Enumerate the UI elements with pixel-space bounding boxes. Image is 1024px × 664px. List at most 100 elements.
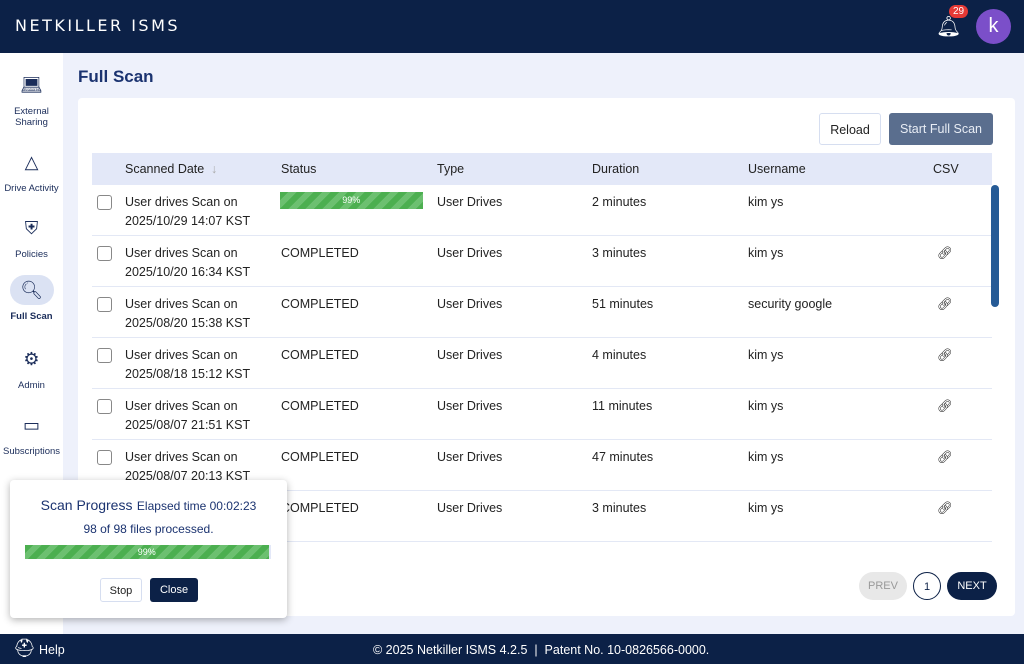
duration: 47 minutes (592, 450, 654, 464)
username: kim ys (748, 501, 784, 515)
progress-fill: 99% (25, 545, 269, 559)
status-text: COMPLETED (281, 399, 359, 413)
sidebar-item-external-sharing[interactable]: 💻︎ External Sharing (0, 70, 63, 128)
popup-title: Scan Progress (40, 497, 133, 513)
type: User Drives (437, 399, 503, 413)
col-scanned-date[interactable]: Scanned Date (125, 162, 205, 176)
status-progress-bar: 99% (280, 192, 423, 209)
help-icon[interactable]: ⛑︎ (13, 638, 36, 658)
username: kim ys (748, 195, 784, 209)
row-checkbox[interactable] (97, 399, 112, 414)
csv-link-icon[interactable]: 🔗︎ (937, 297, 953, 311)
scanned-date: User drives Scan on 2025/08/20 15:38 KST (125, 295, 250, 333)
date-line1: User drives Scan on (125, 297, 238, 311)
scrollbar[interactable] (991, 185, 999, 307)
col-duration: Duration (592, 162, 640, 176)
sort-arrow-icon[interactable]: ↓ (211, 162, 218, 176)
row-checkbox[interactable] (97, 195, 112, 210)
reload-button[interactable]: Reload (819, 113, 881, 145)
type: User Drives (437, 246, 503, 260)
username: kim ys (748, 246, 784, 260)
username: kim ys (748, 399, 784, 413)
duration: 11 minutes (592, 399, 653, 413)
files-processed: 98 of 98 files processed. (83, 522, 214, 536)
sidebar-item-admin[interactable]: ⚙ Admin (0, 344, 63, 391)
scanned-date: User drives Scan on 2025/08/18 15:12 KST (125, 346, 250, 384)
date-line1: User drives Scan on (125, 399, 238, 413)
table-row: User drives Scan on 2025/10/29 14:07 KST … (92, 185, 992, 236)
type: User Drives (437, 297, 503, 311)
card-icon: ▭ (22, 415, 40, 435)
sidebar-label: Drive Activity (4, 183, 59, 194)
prev-button[interactable]: PREV (859, 572, 907, 600)
sidebar-label: Admin (18, 380, 45, 391)
row-checkbox[interactable] (97, 450, 112, 465)
duration: 3 minutes (592, 501, 647, 515)
status-text: COMPLETED (281, 450, 359, 464)
type: User Drives (437, 195, 503, 209)
username: kim ys (748, 450, 784, 464)
shield-icon: ⛨ (24, 218, 39, 238)
page-1-button[interactable]: 1 (913, 572, 941, 600)
col-username: Username (748, 162, 806, 176)
csv-link-icon[interactable]: 🔗︎ (937, 450, 953, 464)
notification-badge: 29 (949, 5, 969, 18)
duration: 3 minutes (592, 246, 647, 260)
sidebar-label: Policies (15, 249, 48, 260)
status-text: COMPLETED (281, 246, 359, 260)
csv-link-icon[interactable]: 🔗︎ (937, 348, 953, 362)
col-status: Status (281, 162, 317, 176)
date-line1: User drives Scan on (125, 195, 238, 209)
sidebar-item-policies[interactable]: ⛨ Policies (0, 213, 63, 260)
sidebar-item-drive-activity[interactable]: △ Drive Activity (0, 147, 63, 194)
close-button[interactable]: Close (150, 578, 198, 602)
gear-icon: ⚙ (23, 349, 40, 369)
scan-card: Reload Start Full Scan Scanned Date ↓ St… (78, 98, 1015, 616)
row-checkbox[interactable] (97, 297, 112, 312)
scan-progress-popup: Scan Progress Elapsed time 00:02:23 98 o… (10, 480, 287, 618)
status-text: COMPLETED (281, 297, 359, 311)
table-header: Scanned Date ↓ Status Type Duration User… (92, 153, 992, 185)
date-line1: User drives Scan on (125, 450, 238, 464)
scanned-date: User drives Scan on 2025/08/07 20:13 KST (125, 448, 250, 486)
duration: 2 minutes (592, 195, 647, 209)
date-line2: 2025/08/20 15:38 KST (125, 316, 251, 330)
csv-link-icon[interactable]: 🔗︎ (937, 501, 953, 515)
next-button[interactable]: NEXT (947, 572, 997, 600)
elapsed-time: Elapsed time 00:02:23 (136, 499, 257, 513)
sidebar-item-full-scan[interactable]: 🔍︎ Full Scan (0, 275, 63, 322)
csv-link-icon[interactable]: 🔗︎ (937, 246, 953, 260)
type: User Drives (437, 450, 503, 464)
scanned-date: User drives Scan on 2025/08/07 21:51 KST (125, 397, 250, 435)
scan-search-icon: 🔍︎ (9, 275, 54, 305)
help-link[interactable]: Help (39, 643, 65, 657)
table-row: User drives Scan on 2025/08/07 20:13 KST … (92, 440, 992, 491)
sidebar-label: Subscriptions (2, 446, 61, 457)
type: User Drives (437, 348, 503, 362)
sidebar-label: External Sharing (14, 106, 49, 128)
avatar[interactable]: k (976, 9, 1011, 44)
username: security google (748, 297, 833, 311)
table-row: User drives Scan on 2025/08/07 21:51 KST … (92, 389, 992, 440)
row-checkbox[interactable] (97, 246, 112, 261)
status-text: COMPLETED (281, 501, 359, 515)
drive-activity-icon: △ (24, 152, 39, 172)
row-checkbox[interactable] (97, 348, 112, 363)
stop-button[interactable]: Stop (100, 578, 142, 602)
start-full-scan-button[interactable]: Start Full Scan (889, 113, 993, 145)
type: User Drives (437, 501, 503, 515)
table-row: COMPLETED User Drives 3 minutes kim ys 🔗… (92, 491, 992, 542)
top-bar: NETKILLER ISMS 🔔︎ 29 k (0, 0, 1024, 53)
bell-icon[interactable]: 🔔︎ (936, 16, 962, 38)
date-line1: User drives Scan on (125, 348, 238, 362)
csv-link-icon[interactable]: 🔗︎ (937, 399, 953, 413)
laptop-share-icon: 💻︎ (20, 75, 43, 95)
date-line2: 2025/10/20 16:34 KST (125, 265, 251, 279)
sidebar-item-subscriptions[interactable]: ▭ Subscriptions (0, 410, 63, 457)
date-line2: 2025/10/29 14:07 KST (125, 214, 251, 228)
date-line2: 2025/08/07 21:51 KST (125, 418, 251, 432)
date-line2: 2025/08/07 20:13 KST (125, 469, 251, 483)
page-title: Full Scan (78, 67, 154, 86)
date-line1: User drives Scan on (125, 246, 238, 260)
col-type: Type (437, 162, 465, 176)
